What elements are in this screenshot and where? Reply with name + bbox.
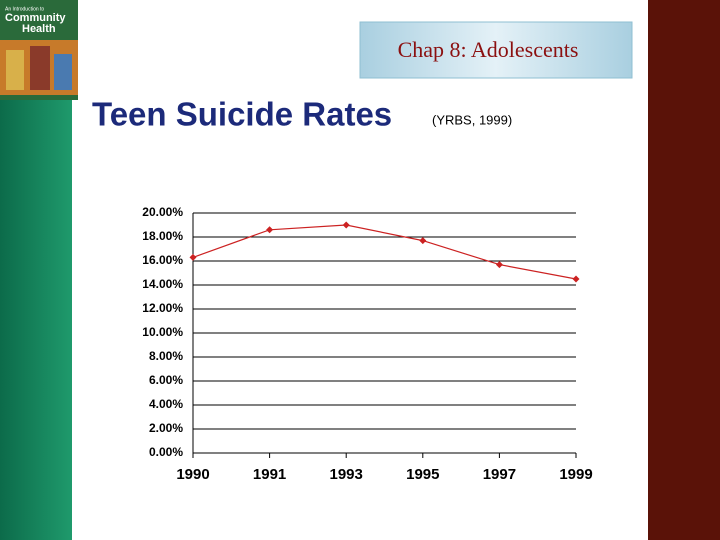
y-tick-label: 10.00% bbox=[142, 325, 183, 339]
y-tick-label: 20.00% bbox=[142, 205, 183, 219]
y-tick-label: 4.00% bbox=[149, 397, 183, 411]
point-marker bbox=[189, 253, 197, 261]
y-tick-label: 6.00% bbox=[149, 373, 183, 387]
plot: 0.00% 2.00% 4.00% 6.00% 8.00% 10.00% 12.00% 14.… bbox=[142, 205, 592, 483]
y-tick-label: 14.00% bbox=[142, 277, 183, 291]
point-marker bbox=[342, 221, 350, 229]
x-tick-label: 1999 bbox=[559, 466, 592, 483]
chapter-ribbon: Chap 8: Adolescents bbox=[359, 21, 633, 79]
chart-title: Teen Suicide Rates bbox=[92, 96, 392, 133]
y-tick-label: 12.00% bbox=[142, 301, 183, 315]
book-line1: An Introduction to bbox=[5, 6, 44, 12]
chapter-title: Chap 8: Adolescents bbox=[398, 37, 579, 62]
y-tick-label: 18.00% bbox=[142, 229, 183, 243]
x-tick-label: 1995 bbox=[406, 466, 439, 483]
y-tick-label: 16.00% bbox=[142, 253, 183, 267]
book-line2: Community bbox=[5, 12, 66, 24]
x-tick-label: 1997 bbox=[483, 466, 516, 483]
chart-subtitle: (YRBS, 1999) bbox=[432, 112, 512, 127]
point-marker bbox=[572, 275, 580, 283]
point-marker bbox=[266, 226, 274, 234]
x-tick-label: 1993 bbox=[330, 466, 363, 483]
y-tick-label: 2.00% bbox=[149, 421, 183, 435]
y-tick-label: 8.00% bbox=[149, 349, 183, 363]
y-tick-label: 0.00% bbox=[149, 445, 183, 459]
x-tick-label: 1990 bbox=[176, 466, 209, 483]
book-line3: Health bbox=[22, 23, 56, 35]
point-marker bbox=[419, 237, 427, 245]
x-tick-label: 1991 bbox=[253, 466, 286, 483]
right-band bbox=[648, 0, 720, 540]
series-line bbox=[192, 224, 577, 280]
book-cover: An Introduction to Community Health bbox=[0, 0, 78, 100]
point-marker bbox=[495, 261, 503, 269]
